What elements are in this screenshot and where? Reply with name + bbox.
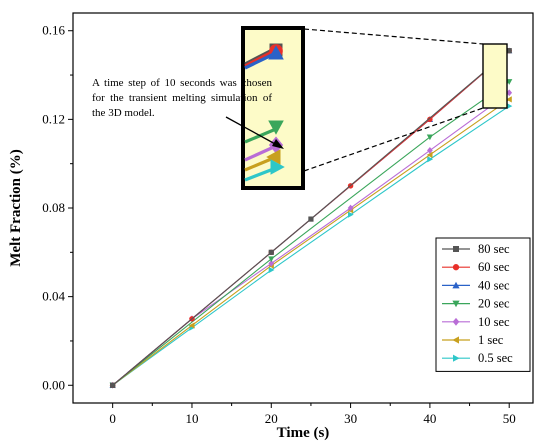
data-point [506, 96, 512, 103]
series-line [112, 105, 510, 386]
zoom-connector [303, 107, 484, 172]
data-point [110, 382, 116, 388]
legend-label: 60 sec [478, 260, 510, 274]
data-point [268, 249, 274, 255]
data-point [426, 151, 433, 158]
axes: 0 10 20 30 40 50 0.00 0.04 0.08 0.12 0.16 [42, 23, 516, 426]
data-point [506, 102, 513, 110]
data-point [426, 134, 434, 141]
data-point [506, 48, 512, 54]
y-axis-title: Melt Fraction (%) [8, 149, 24, 266]
legend-marker [453, 354, 460, 362]
zoom-data-point [268, 45, 284, 60]
data-point [188, 322, 195, 329]
x-tick-label: 30 [344, 411, 357, 426]
x-tick-label: 40 [423, 411, 436, 426]
data-point [268, 260, 275, 267]
legend-label: 20 sec [478, 297, 510, 311]
zoom-data-point [268, 120, 284, 135]
y-tick-label: 0.08 [42, 200, 65, 215]
annotation-arrow [225, 116, 278, 146]
legend-label: 10 sec [478, 315, 510, 329]
x-tick-label: 0 [109, 411, 116, 426]
legend-marker [452, 281, 460, 289]
legend-marker [453, 246, 459, 252]
zoom-connector [303, 28, 484, 45]
data-point [308, 216, 314, 222]
y-tick-label: 0.16 [42, 23, 65, 38]
legend-label: 40 sec [478, 278, 510, 292]
x-tick-label: 10 [185, 411, 198, 426]
data-point [427, 156, 434, 163]
data-point [347, 204, 354, 212]
legend-marker [452, 336, 459, 344]
data-point [268, 256, 275, 263]
legend: 80 sec 60 sec 40 sec 20 sec 10 sec 1 sec 0.5 s… [435, 237, 531, 372]
data-point [427, 147, 433, 154]
data-point [506, 89, 513, 97]
data-point [268, 266, 275, 274]
legend-marker [452, 317, 460, 326]
y-tick-label: 0.00 [42, 377, 65, 392]
legend-marker [452, 264, 460, 271]
series-line [112, 50, 510, 386]
series-line [112, 98, 510, 386]
data-point [427, 116, 433, 123]
data-point [347, 211, 354, 218]
y-tick-label: 0.04 [42, 289, 65, 304]
legend-label: 80 sec [478, 242, 510, 256]
annotation-arrowhead [272, 139, 284, 149]
legend-box [435, 237, 531, 372]
x-axis-title: Time (s) [277, 425, 330, 441]
y-tick-label: 0.12 [42, 111, 65, 126]
zoom-inset [225, 26, 508, 190]
series-layer [109, 47, 513, 389]
zoom-region [482, 43, 508, 109]
annotation-text: A time step of 10 seconds was chosen for… [92, 77, 272, 119]
legend-marker [452, 300, 460, 308]
series-line [112, 81, 510, 386]
zoom-data-point [266, 149, 281, 165]
legend-label: 0.5 sec [478, 351, 513, 365]
zoom-data-point [270, 159, 285, 175]
x-tick-label: 50 [503, 411, 516, 426]
legend-label: 1 sec [478, 333, 504, 347]
zoom-series-line [244, 144, 277, 162]
x-tick-label: 20 [265, 411, 278, 426]
